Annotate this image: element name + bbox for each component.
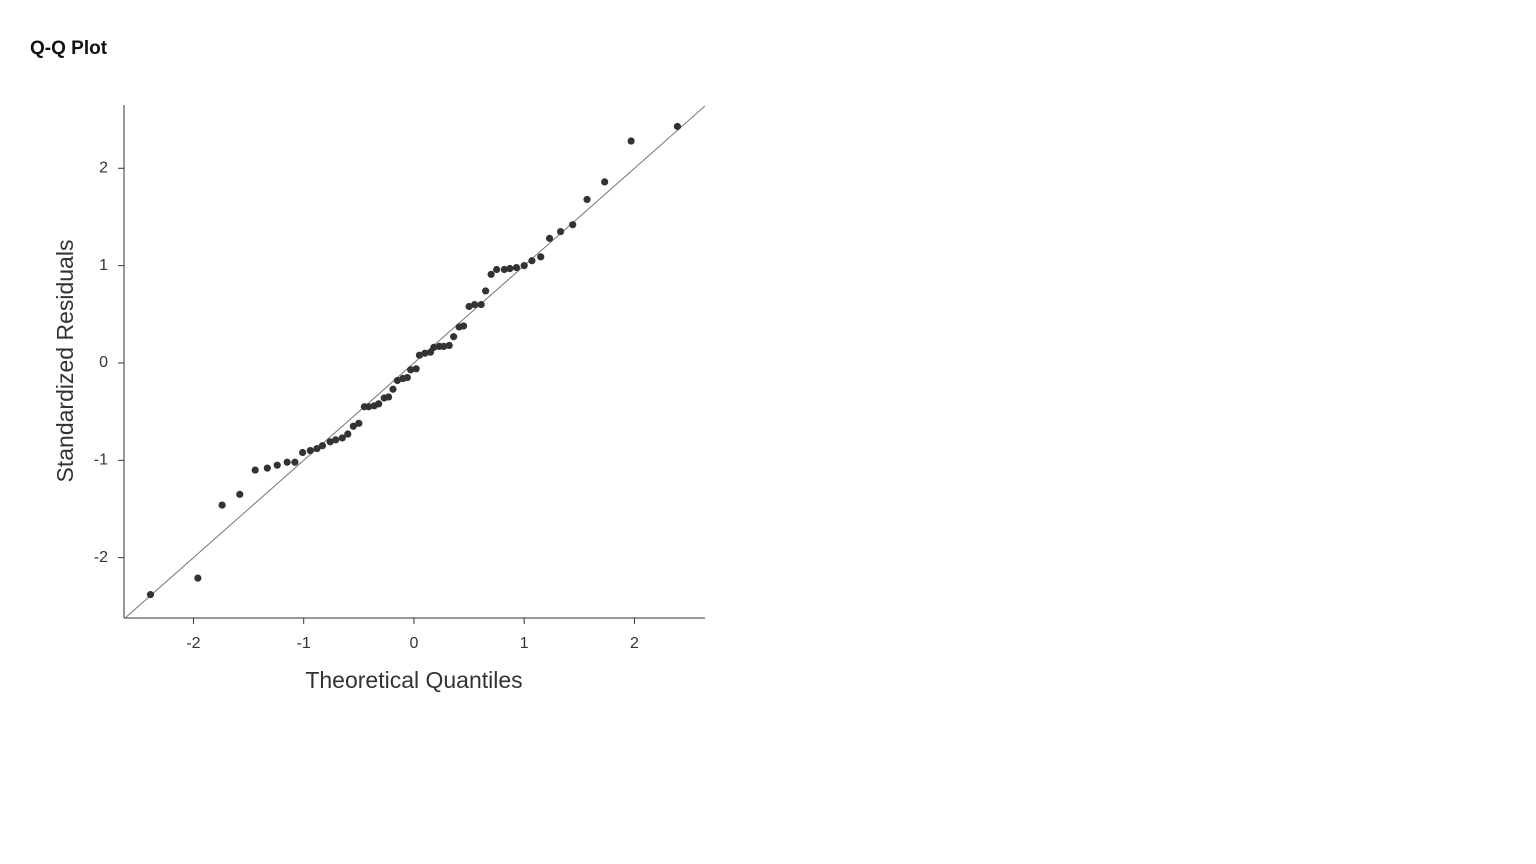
- point: [218, 501, 226, 509]
- point: [273, 461, 281, 469]
- point: [482, 287, 490, 295]
- y-tick-label: 1: [99, 257, 108, 274]
- point: [384, 393, 393, 401]
- point: [365, 403, 373, 411]
- point: [601, 178, 609, 186]
- point: [263, 464, 271, 472]
- point: [500, 265, 508, 274]
- x-tick-label: 2: [630, 635, 639, 652]
- x-tick-label: -1: [297, 635, 311, 652]
- point: [487, 270, 495, 278]
- y-axis-title: Standardized Residuals: [52, 240, 78, 483]
- point: [393, 376, 402, 385]
- point: [440, 342, 448, 351]
- point: [583, 195, 591, 204]
- point: [569, 221, 577, 229]
- chart-title: Q-Q Plot: [30, 38, 108, 59]
- point: [445, 341, 453, 350]
- point: [298, 448, 307, 457]
- point: [412, 365, 420, 373]
- point: [465, 302, 473, 311]
- point: [318, 442, 327, 450]
- point: [506, 264, 514, 273]
- point: [313, 445, 321, 453]
- point: [673, 122, 682, 131]
- point: [236, 490, 244, 498]
- point: [355, 419, 363, 427]
- point: [477, 300, 485, 309]
- point: [389, 385, 397, 393]
- point: [627, 137, 635, 145]
- point: [338, 434, 346, 442]
- point: [415, 351, 424, 359]
- point: [291, 458, 299, 466]
- point: [450, 333, 458, 341]
- point: [344, 430, 352, 438]
- point: [283, 458, 291, 466]
- point: [545, 234, 554, 242]
- point: [332, 436, 340, 444]
- point: [512, 263, 521, 272]
- point: [556, 227, 565, 236]
- point: [459, 322, 468, 330]
- y-tick-label: 0: [99, 354, 108, 371]
- reference-line: [124, 105, 705, 618]
- point: [528, 257, 536, 265]
- x-tick-label: 1: [520, 635, 529, 652]
- point: [251, 466, 259, 474]
- y-tick-label: -1: [94, 452, 108, 469]
- point: [421, 349, 429, 357]
- x-tick-label: 0: [409, 635, 418, 652]
- point: [520, 262, 528, 270]
- point: [537, 253, 545, 261]
- point: [375, 400, 383, 408]
- point: [326, 438, 334, 446]
- point: [194, 574, 202, 582]
- y-tick-label: 2: [99, 159, 108, 176]
- point: [430, 343, 438, 351]
- x-axis-title: Theoretical Quantiles: [305, 667, 522, 693]
- point: [407, 366, 415, 374]
- y-tick-label: -2: [94, 549, 108, 566]
- x-tick-label: -2: [186, 635, 200, 652]
- point: [146, 591, 155, 599]
- point: [306, 446, 314, 455]
- point: [403, 373, 411, 382]
- point: [493, 265, 501, 274]
- point: [349, 422, 357, 430]
- point: [470, 300, 479, 309]
